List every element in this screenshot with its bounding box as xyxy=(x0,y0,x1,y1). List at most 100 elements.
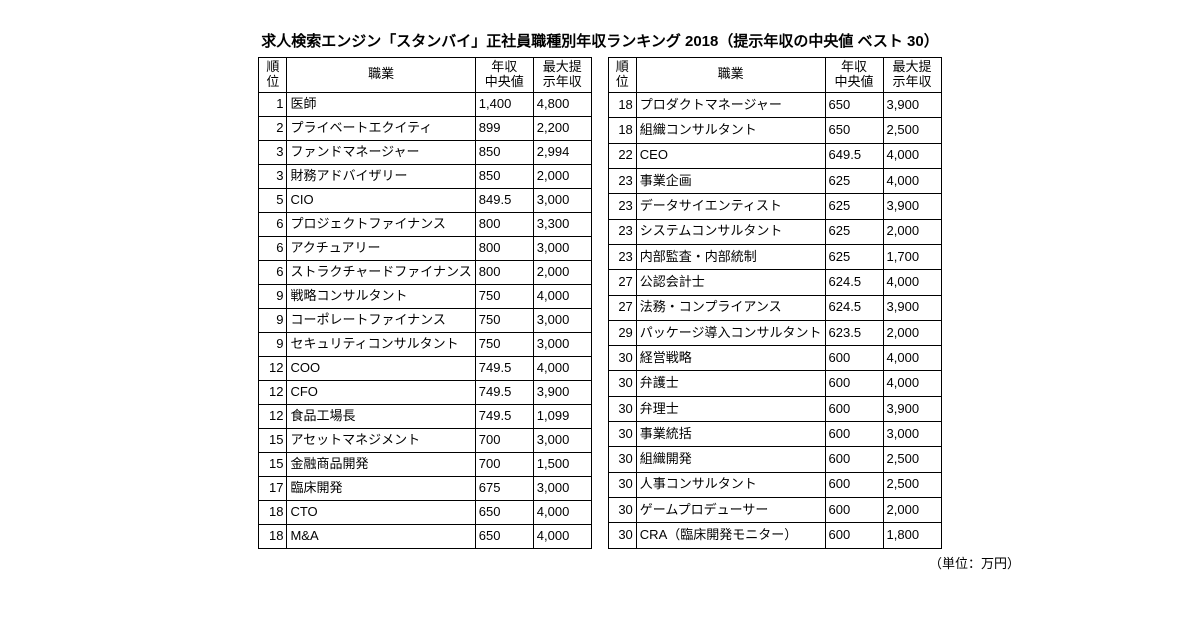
cell-occupation: 内部監査・内部統制 xyxy=(636,244,825,269)
cell-rank: 12 xyxy=(259,380,287,404)
cell-max: 2,500 xyxy=(883,118,941,143)
table-row: 30事業統括6003,000 xyxy=(608,422,941,447)
cell-median: 623.5 xyxy=(825,320,883,345)
table-row: 23事業企画6254,000 xyxy=(608,168,941,193)
cell-rank: 23 xyxy=(608,244,636,269)
cell-occupation: ストラクチャードファイナンス xyxy=(287,260,475,284)
cell-max: 3,300 xyxy=(533,212,591,236)
cell-rank: 18 xyxy=(259,500,287,524)
table-row: 5CIO849.53,000 xyxy=(259,188,591,212)
col-max: 最大提示年収 xyxy=(533,58,591,93)
table-row: 6ストラクチャードファイナンス8002,000 xyxy=(259,260,591,284)
cell-max: 2,200 xyxy=(533,116,591,140)
cell-rank: 12 xyxy=(259,356,287,380)
cell-median: 600 xyxy=(825,371,883,396)
cell-occupation: 事業統括 xyxy=(636,422,825,447)
cell-median: 600 xyxy=(825,472,883,497)
cell-max: 4,000 xyxy=(533,524,591,548)
cell-max: 4,000 xyxy=(533,500,591,524)
cell-median: 800 xyxy=(475,236,533,260)
cell-median: 625 xyxy=(825,219,883,244)
col-occupation: 職業 xyxy=(287,58,475,93)
cell-rank: 1 xyxy=(259,92,287,116)
table-row: 15アセットマネジメント7003,000 xyxy=(259,428,591,452)
col-rank: 順位 xyxy=(259,58,287,93)
cell-rank: 5 xyxy=(259,188,287,212)
cell-rank: 9 xyxy=(259,332,287,356)
cell-occupation: 経営戦略 xyxy=(636,346,825,371)
table-row: 6アクチュアリー8003,000 xyxy=(259,236,591,260)
cell-max: 2,000 xyxy=(883,320,941,345)
cell-median: 625 xyxy=(825,168,883,193)
table-row: 3財務アドバイザリー8502,000 xyxy=(259,164,591,188)
cell-occupation: 弁理士 xyxy=(636,396,825,421)
table-row: 29パッケージ導入コンサルタント623.52,000 xyxy=(608,320,941,345)
table-row: 18組織コンサルタント6502,500 xyxy=(608,118,941,143)
cell-occupation: ゲームプロデューサー xyxy=(636,498,825,523)
cell-rank: 2 xyxy=(259,116,287,140)
cell-max: 2,000 xyxy=(533,260,591,284)
cell-rank: 22 xyxy=(608,143,636,168)
table-row: 27公認会計士624.54,000 xyxy=(608,270,941,295)
cell-max: 4,000 xyxy=(883,168,941,193)
cell-occupation: 事業企画 xyxy=(636,168,825,193)
cell-median: 750 xyxy=(475,332,533,356)
table-row: 30CRA（臨床開発モニター）6001,800 xyxy=(608,523,941,548)
table-row: 30人事コンサルタント6002,500 xyxy=(608,472,941,497)
cell-occupation: セキュリティコンサルタント xyxy=(287,332,475,356)
cell-occupation: アクチュアリー xyxy=(287,236,475,260)
cell-occupation: 金融商品開発 xyxy=(287,452,475,476)
cell-rank: 23 xyxy=(608,194,636,219)
cell-rank: 17 xyxy=(259,476,287,500)
table-row: 3ファンドマネージャー8502,994 xyxy=(259,140,591,164)
cell-max: 3,900 xyxy=(883,396,941,421)
cell-max: 3,900 xyxy=(883,295,941,320)
cell-rank: 18 xyxy=(259,524,287,548)
cell-rank: 27 xyxy=(608,270,636,295)
cell-max: 2,500 xyxy=(883,447,941,472)
cell-occupation: CTO xyxy=(287,500,475,524)
cell-max: 1,700 xyxy=(883,244,941,269)
cell-rank: 30 xyxy=(608,447,636,472)
table-row: 23システムコンサルタント6252,000 xyxy=(608,219,941,244)
cell-occupation: 医師 xyxy=(287,92,475,116)
cell-rank: 23 xyxy=(608,219,636,244)
cell-median: 675 xyxy=(475,476,533,500)
cell-rank: 6 xyxy=(259,236,287,260)
ranking-table-right: 順位 職業 年収中央値 最大提示年収 18プロダクトマネージャー6503,900… xyxy=(608,57,942,549)
cell-median: 650 xyxy=(475,500,533,524)
cell-occupation: 組織開発 xyxy=(636,447,825,472)
cell-median: 650 xyxy=(475,524,533,548)
cell-rank: 3 xyxy=(259,164,287,188)
table-row: 30経営戦略6004,000 xyxy=(608,346,941,371)
table-row: 9コーポレートファイナンス7503,000 xyxy=(259,308,591,332)
cell-occupation: CIO xyxy=(287,188,475,212)
cell-occupation: CFO xyxy=(287,380,475,404)
ranking-table-left: 順位 職業 年収中央値 最大提示年収 1医師1,4004,8002プライベートエ… xyxy=(258,57,591,549)
table-row: 30弁理士6003,900 xyxy=(608,396,941,421)
cell-median: 800 xyxy=(475,212,533,236)
cell-median: 899 xyxy=(475,116,533,140)
table-row: 9セキュリティコンサルタント7503,000 xyxy=(259,332,591,356)
cell-median: 700 xyxy=(475,428,533,452)
cell-occupation: 人事コンサルタント xyxy=(636,472,825,497)
cell-max: 3,900 xyxy=(533,380,591,404)
cell-max: 2,000 xyxy=(883,219,941,244)
cell-median: 850 xyxy=(475,164,533,188)
cell-occupation: CEO xyxy=(636,143,825,168)
cell-occupation: プロダクトマネージャー xyxy=(636,92,825,117)
cell-median: 849.5 xyxy=(475,188,533,212)
cell-occupation: 弁護士 xyxy=(636,371,825,396)
table-row: 30弁護士6004,000 xyxy=(608,371,941,396)
table-row: 9戦略コンサルタント7504,000 xyxy=(259,284,591,308)
cell-median: 600 xyxy=(825,447,883,472)
cell-occupation: 財務アドバイザリー xyxy=(287,164,475,188)
table-row: 12CFO749.53,900 xyxy=(259,380,591,404)
table-row: 15金融商品開発7001,500 xyxy=(259,452,591,476)
col-median: 年収中央値 xyxy=(825,58,883,93)
table-row: 27法務・コンプライアンス624.53,900 xyxy=(608,295,941,320)
cell-max: 3,000 xyxy=(533,236,591,260)
cell-median: 650 xyxy=(825,118,883,143)
cell-max: 4,800 xyxy=(533,92,591,116)
cell-max: 3,000 xyxy=(533,188,591,212)
